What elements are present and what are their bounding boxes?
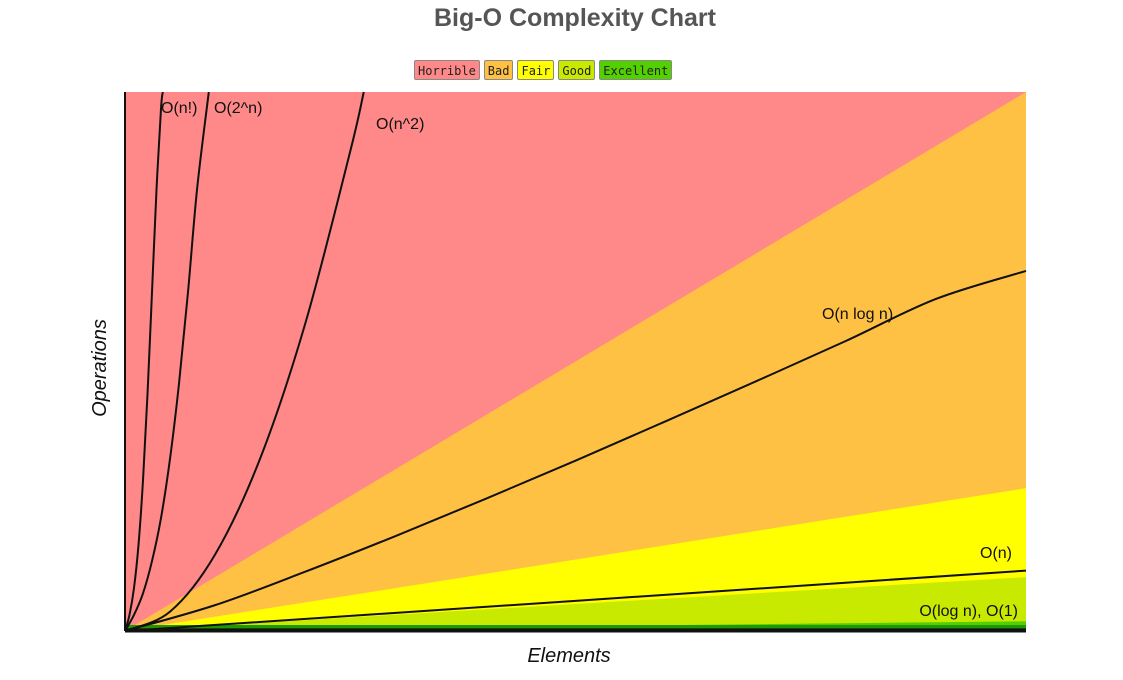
curve-labels: O(n!) O(2^n) O(n^2) O(n log n) O(n) O(log n),…	[161, 100, 1018, 620]
curve-o-n-log-n	[124, 269, 1027, 632]
curve-label-o-2-n: O(2^n)	[214, 100, 262, 117]
curve-label-o-log-n-o-1: O(log n), O(1)	[919, 603, 1018, 620]
chart-title: Big-O Complexity Chart	[434, 4, 716, 32]
curve-label-o-n: O(n!)	[161, 100, 197, 117]
legend-item-fair: Fair	[517, 60, 555, 80]
legend-item-excellent: Excellent	[599, 60, 673, 80]
region-excellent-floor	[125, 625, 1026, 631]
complexity-curves	[124, 91, 1027, 632]
legend: Horrible Bad Fair Good Excellent	[414, 60, 673, 80]
curve-o-n-2	[124, 91, 365, 632]
curve-label-o-n: O(n)	[980, 545, 1012, 562]
legend-item-horrible: Horrible	[414, 60, 480, 80]
curve-o-2-n	[124, 91, 210, 632]
x-axis-label: Elements	[527, 645, 610, 667]
legend-item-good: Good	[558, 60, 596, 80]
curve-o-n	[124, 569, 1027, 632]
complexity-regions	[125, 92, 1026, 631]
y-axis-label: Operations	[89, 319, 111, 417]
region-bad	[125, 92, 1026, 631]
curve-label-o-n-log-n: O(n log n)	[822, 306, 893, 323]
curve-o-n	[124, 91, 164, 632]
legend-item-bad: Bad	[483, 60, 514, 80]
region-good	[125, 577, 1026, 631]
curve-label-o-n-2: O(n^2)	[376, 116, 424, 133]
